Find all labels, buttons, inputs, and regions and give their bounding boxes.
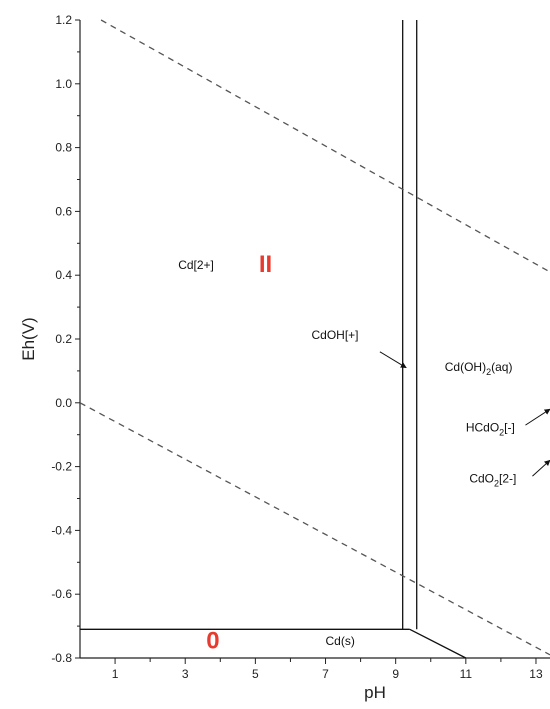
x-tick-label: 5 [252,667,259,681]
cdoh2-cds-boundary [409,628,467,659]
y-tick-label: -0.6 [51,587,72,601]
stability-lines [79,19,550,659]
y-tick-label: 1.0 [55,77,72,91]
cdohplus-arrow [379,351,407,369]
y-axis-title: Eh(V) [19,317,38,360]
y-tick-label: 0.8 [55,141,72,155]
hcdo2-arrow [525,408,550,426]
oxidation-label-ox-two: II [259,251,272,278]
x-tick-label: 7 [322,667,329,681]
y-tick-label: -0.8 [51,651,72,665]
y-tick-label: -0.2 [51,460,72,474]
oxidation-label-ox-zero: 0 [206,627,219,654]
species-label-cdo2: CdO2[2-] [469,472,516,489]
cdo2-arrow [532,459,550,477]
x-tick-label: 13 [529,667,543,681]
y-tick-label: 0.6 [55,204,72,218]
o2-h2o-line [100,19,550,273]
species-labels: Cd[2+] CdOH[+] Cd(OH)2(aq) HCdO2[-] CdO2[2-]… [178,251,516,654]
species-label-cds: Cd(s) [326,634,355,648]
y-tick-label: -0.4 [51,523,72,537]
y-tick-label: 1.2 [55,13,72,27]
species-label-hcdo2: HCdO2[-] [466,421,515,438]
y-tick-label: 0.0 [55,396,72,410]
x-tick-label: 9 [392,667,399,681]
y-tick-label: 0.2 [55,332,72,346]
h2o-h2-line [79,402,550,656]
axes: -0.8-0.6-0.4-0.20.00.20.40.60.81.01.21 3 5… [19,13,550,702]
y-tick-label: 0.4 [55,268,72,282]
species-label-cdoh2aq: Cd(OH)2(aq) [445,360,513,377]
x-tick-label: 1 [112,667,119,681]
x-axis-title: pH [364,683,386,702]
species-label-cd2plus: Cd[2+] [178,258,214,272]
x-tick-label: 11 [460,667,473,681]
species-label-cdohplus: CdOH[+] [311,328,358,342]
x-tick-label: 3 [182,667,189,681]
